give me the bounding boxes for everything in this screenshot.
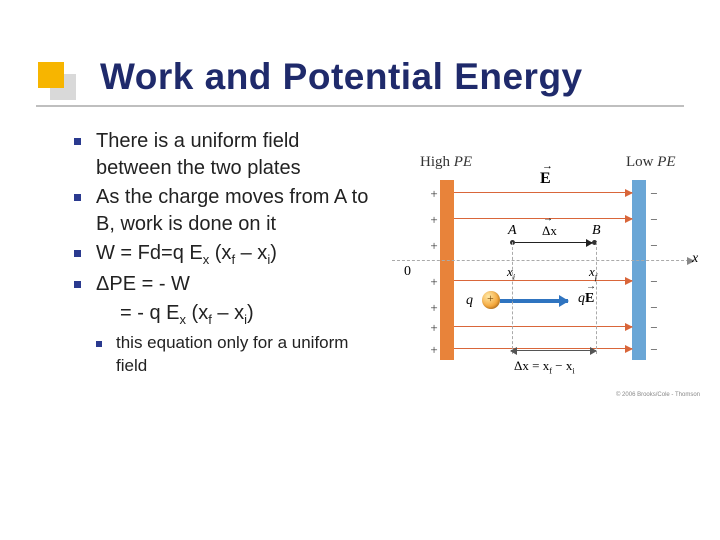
plus-sign: + [428, 320, 440, 336]
displacement-arrow [515, 242, 592, 243]
label-b: B [592, 223, 601, 239]
dimension-witness-b [596, 242, 597, 354]
x-axis [392, 260, 694, 261]
b3-part: W = Fd=q E [96, 242, 203, 264]
qE-q: q [578, 291, 585, 306]
field-diagram: High PE Low PE E + + + + + + + − − − − −… [392, 140, 702, 400]
dimension-line [511, 350, 596, 351]
minus-sign: − [648, 238, 660, 254]
b3-mid2: – x [235, 242, 267, 264]
low-pe-pre: Low [626, 154, 657, 170]
high-pe-i: PE [454, 154, 472, 170]
force-arrow [500, 299, 568, 303]
bullet-1: There is a uniform field between the two… [68, 128, 378, 182]
plus-sign: + [428, 342, 440, 358]
b4b-mid: (x [186, 302, 208, 324]
corner-decoration [38, 62, 82, 106]
dim-sub2: i [572, 366, 574, 376]
slide-title: Work and Potential Energy [100, 56, 583, 98]
minus-sign: − [648, 342, 660, 358]
dimension-equation: Δx = xf − xi [514, 358, 575, 376]
plus-sign: + [428, 274, 440, 290]
low-pe-i: PE [657, 154, 675, 170]
xi-sub: i [513, 272, 515, 282]
e-field-vector-label: E [540, 170, 551, 188]
bullet-3: W = Fd=q Ex (xf – xi) [68, 240, 378, 269]
field-line [454, 280, 632, 281]
plus-sign: + [428, 212, 440, 228]
minus-sign: − [648, 274, 660, 290]
corner-yellow-square [38, 62, 64, 88]
x-axis-label: x [692, 251, 698, 267]
high-pe-pre: High [420, 154, 454, 170]
b4b-pre: = - q E [120, 302, 179, 324]
bullet-4b: = - q Ex (xf – xi) [68, 300, 378, 329]
minus-sign: − [648, 186, 660, 202]
b3-post: ) [270, 242, 277, 264]
b4b-mid2: – x [212, 302, 244, 324]
dim-mid: − x [552, 358, 572, 373]
negative-plate [632, 180, 646, 360]
minus-sign: − [648, 320, 660, 336]
qE-E: E [585, 291, 594, 306]
dx-text: Δx [542, 223, 557, 239]
minus-sign: − [648, 300, 660, 316]
bullet-2: As the charge moves from A to B, work is… [68, 184, 378, 238]
charge-label: q [466, 293, 473, 309]
b3-mid: (x [209, 242, 231, 264]
low-pe-label: Low PE [626, 154, 676, 171]
sub-bullet-list: this equation only for a uniform field [68, 332, 378, 378]
force-label: qE [578, 291, 594, 307]
diagram-copyright: © 2006 Brooks/Cole - Thomson [616, 392, 700, 398]
dim-pre: Δx = x [514, 358, 549, 373]
displacement-label: Δx [542, 223, 557, 239]
high-pe-label: High PE [420, 154, 472, 171]
field-line [454, 326, 632, 327]
bullet-content: There is a uniform field between the two… [68, 128, 378, 378]
plus-sign: + [428, 300, 440, 316]
positive-plate [440, 180, 454, 360]
sub-bullet-1: this equation only for a uniform field [92, 332, 378, 378]
b4b-post: ) [247, 302, 254, 324]
plus-sign: + [428, 238, 440, 254]
plus-sign: + [428, 186, 440, 202]
origin-label: 0 [404, 264, 411, 280]
bullet-4: ΔPE = - W [68, 271, 378, 298]
label-a: A [508, 223, 517, 239]
field-line [454, 192, 632, 193]
dimension-witness-a [512, 242, 513, 354]
positive-charge-icon [482, 291, 500, 309]
bullet-list: There is a uniform field between the two… [68, 128, 378, 298]
minus-sign: − [648, 212, 660, 228]
title-underline [36, 105, 684, 107]
